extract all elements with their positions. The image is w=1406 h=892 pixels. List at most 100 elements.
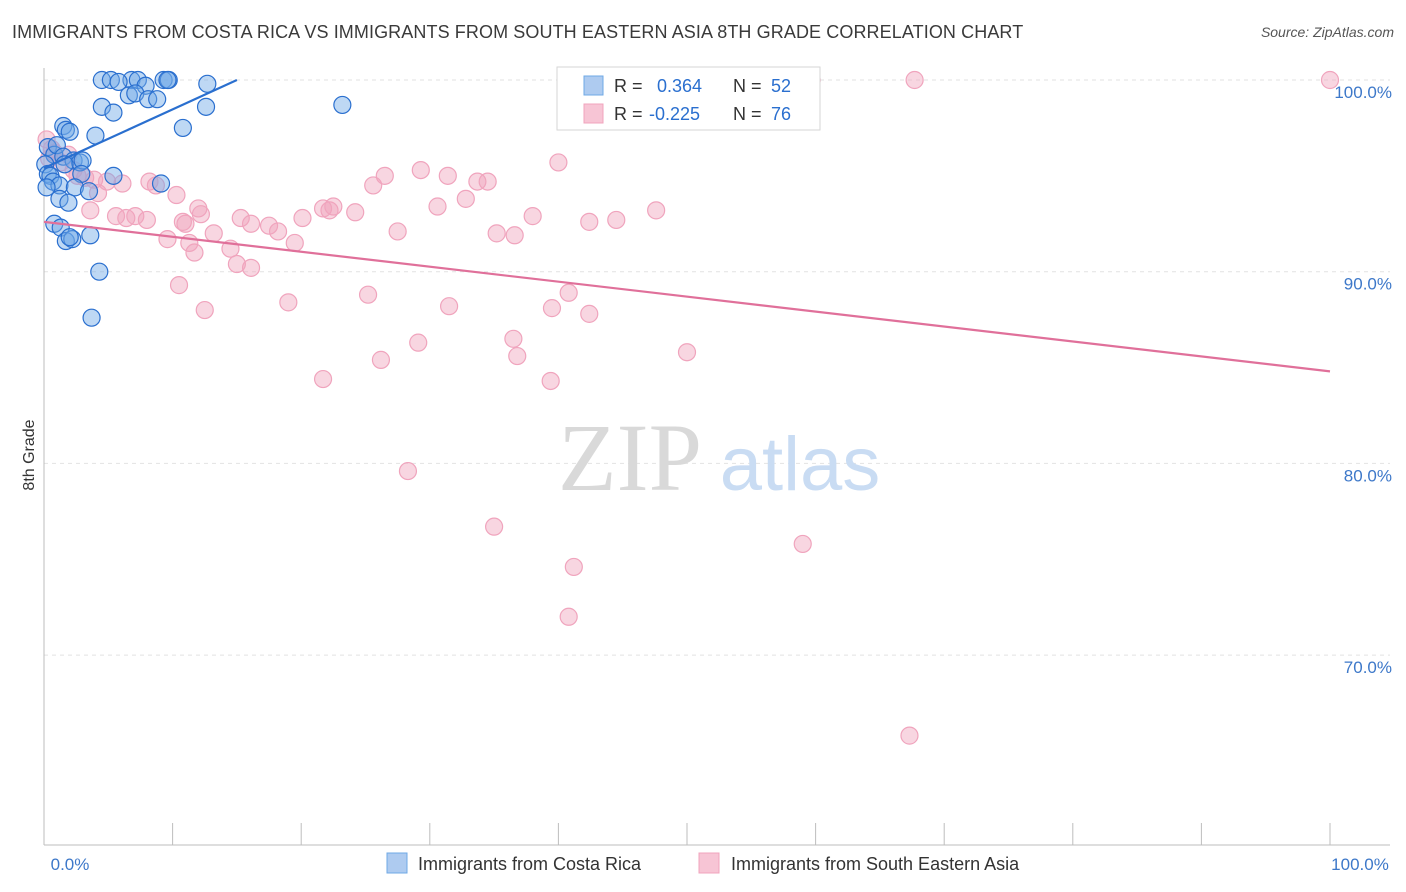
data-point	[268, 222, 288, 241]
data-point	[677, 343, 697, 362]
data-point	[505, 226, 524, 245]
data-point	[37, 178, 56, 197]
data-point	[900, 726, 919, 745]
data-point	[485, 517, 504, 536]
data-point	[542, 299, 562, 318]
y-tick-label: 100.0%	[1334, 83, 1392, 102]
legend-label-south-eastern-asia: Immigrants from South Eastern Asia	[731, 854, 1020, 874]
data-point	[504, 329, 523, 348]
data-point	[158, 70, 177, 90]
data-point	[607, 210, 626, 230]
data-point	[117, 208, 136, 228]
legend-swatch-costa-rica	[386, 852, 408, 874]
data-point	[104, 103, 123, 122]
chart-title: IMMIGRANTS FROM COSTA RICA VS IMMIGRANTS…	[12, 22, 1024, 42]
data-point	[81, 226, 100, 245]
legend-swatch-south-eastern-asia	[698, 852, 720, 874]
data-point	[398, 461, 418, 481]
data-point	[293, 208, 312, 228]
series-costa-rica-points	[36, 70, 352, 327]
stats-r-value-blue: 0.364	[657, 76, 702, 96]
y-axis-label: 8th Grade	[21, 419, 38, 490]
data-point	[109, 72, 128, 92]
axes	[43, 68, 1390, 846]
data-point	[409, 333, 428, 352]
data-point	[37, 130, 56, 149]
data-point	[73, 151, 92, 170]
data-point	[371, 350, 391, 369]
data-point	[1320, 70, 1340, 90]
data-point	[50, 189, 69, 208]
data-point	[468, 172, 487, 191]
watermark-atlas: atlas	[720, 422, 881, 507]
data-point	[231, 208, 250, 228]
data-point	[196, 97, 216, 116]
data-point	[241, 258, 261, 277]
data-point	[60, 228, 79, 247]
stats-r-label-pink: R =	[614, 104, 643, 124]
stats-legend-box: R = 0.364 N = 52 R = -0.225 N = 76	[556, 66, 821, 131]
data-point	[204, 224, 223, 243]
stats-r-label-blue: R =	[614, 76, 643, 96]
trend-lines	[43, 78, 1331, 373]
data-point	[227, 254, 246, 274]
data-point	[478, 172, 497, 191]
series-south-eastern-asia-points	[37, 70, 1340, 745]
data-point	[136, 76, 155, 95]
data-point	[47, 136, 66, 155]
data-point	[148, 90, 167, 109]
data-point	[60, 122, 79, 141]
data-point	[428, 197, 447, 216]
data-point	[90, 262, 109, 281]
data-point	[185, 243, 204, 262]
stats-r-value-pink: -0.225	[649, 104, 700, 124]
stats-swatch-blue	[583, 75, 604, 96]
data-point	[119, 86, 138, 105]
data-point	[564, 557, 583, 577]
zipatlas-watermark: ZIP atlas	[558, 404, 880, 511]
data-point	[65, 178, 84, 197]
source-credit: Source: ZipAtlas.com	[1260, 24, 1394, 40]
data-point	[320, 201, 339, 220]
y-tick-label: 90.0%	[1344, 275, 1392, 294]
data-point	[559, 607, 578, 626]
data-point	[176, 214, 195, 233]
data-point	[104, 166, 123, 185]
data-point	[195, 300, 214, 320]
data-point	[358, 285, 378, 304]
stats-n-label-pink: N =	[733, 104, 762, 124]
data-point	[81, 201, 100, 220]
data-point	[59, 193, 78, 212]
stats-swatch-pink	[583, 103, 604, 124]
x-tick-label-min: 0.0%	[51, 855, 90, 874]
stats-n-value-blue: 52	[771, 76, 791, 96]
data-point	[137, 210, 156, 230]
data-point	[580, 304, 599, 323]
data-point	[364, 176, 383, 195]
data-point	[559, 283, 578, 302]
data-point	[549, 153, 568, 172]
data-point	[79, 182, 99, 201]
data-point	[508, 346, 527, 366]
data-point	[82, 308, 101, 327]
data-point	[313, 369, 333, 389]
data-point	[647, 201, 666, 220]
data-point	[158, 230, 177, 249]
data-point	[541, 371, 560, 391]
data-point	[169, 276, 189, 295]
data-point	[63, 230, 82, 249]
data-point	[92, 97, 111, 116]
data-point	[580, 212, 599, 231]
data-point	[126, 207, 145, 226]
data-point	[346, 203, 365, 222]
bottom-legend: Immigrants from Costa Rica Immigrants fr…	[386, 852, 1020, 874]
data-point	[241, 214, 261, 233]
gridlines	[44, 79, 1390, 656]
data-point	[793, 534, 812, 554]
stats-n-label-blue: N =	[733, 76, 762, 96]
data-point	[439, 297, 459, 316]
data-point	[279, 293, 298, 312]
x-tick-label-max: 100.0%	[1331, 855, 1389, 874]
data-point	[189, 199, 208, 218]
